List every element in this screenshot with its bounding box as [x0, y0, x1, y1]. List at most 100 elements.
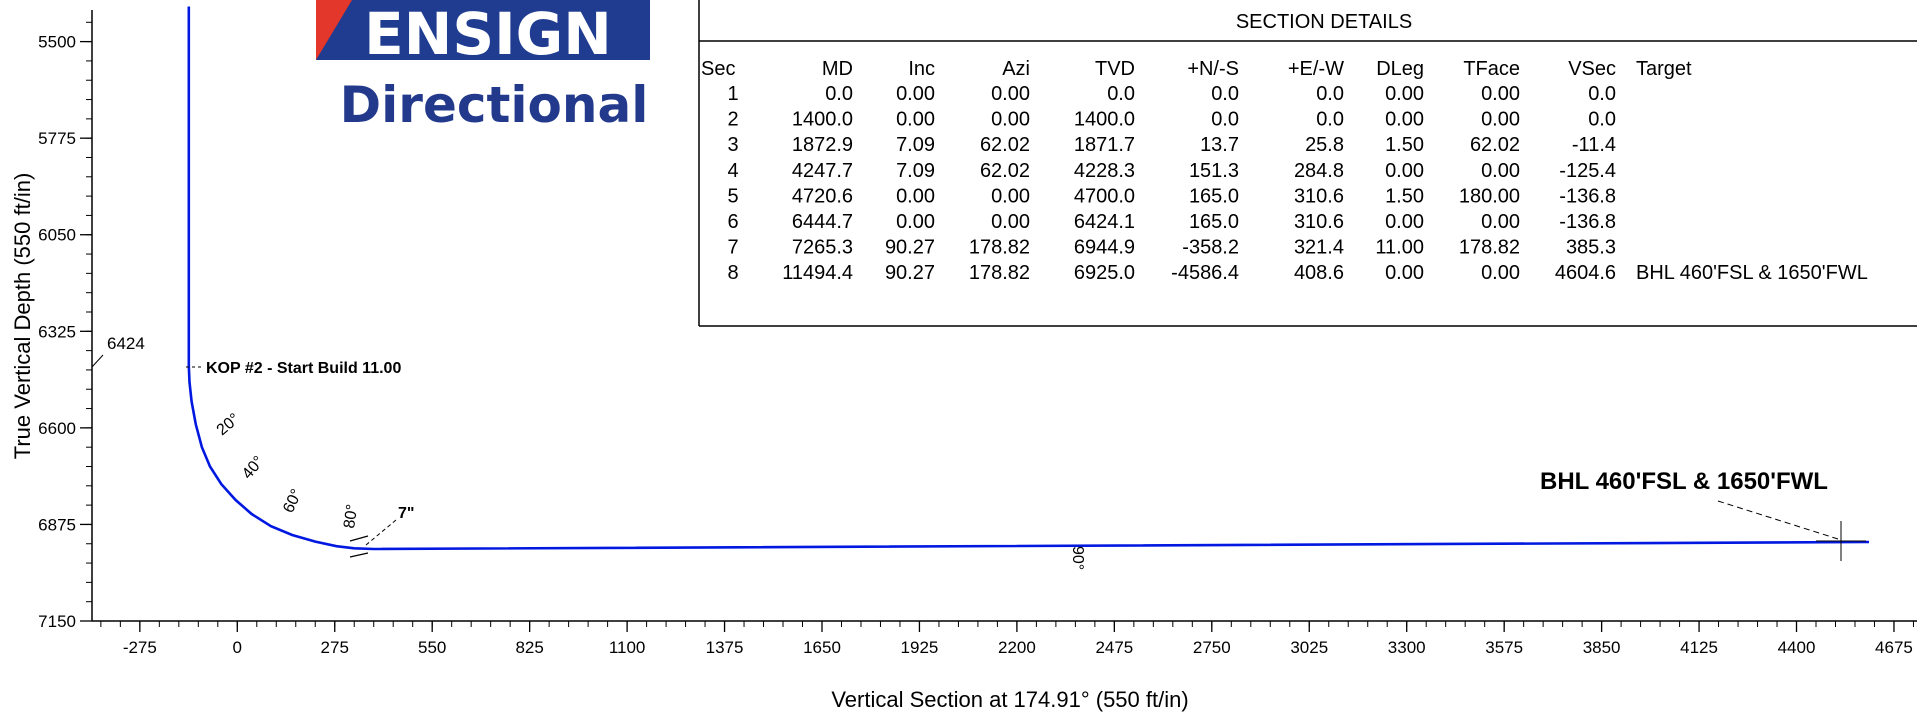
table-row: 2 1400.0 0.00 0.00 1400.0 0.0 0.0 0.00 0.00 0.0	[727, 109, 1616, 131]
well-path-line	[187, 6, 1870, 551]
table-cell: 6	[727, 211, 738, 233]
table-body: 1 0.0 0.00 0.00 0.0 0.0 0.0 0.00 0.00 0.0 2 1400.0 0…	[727, 83, 1867, 284]
table-cell: 0.00	[1385, 211, 1424, 233]
table-cell: -136.8	[1559, 185, 1616, 207]
table-cell: 13.7	[1200, 134, 1239, 156]
table-cell: 180.00	[1459, 185, 1520, 207]
table-header-cell: +N/-S	[1187, 58, 1239, 80]
table-cell: 0.00	[991, 83, 1030, 105]
table-header-cell: VSec	[1568, 58, 1616, 80]
table-row: 5 4720.6 0.00 0.00 4700.0 165.0 310.6 1.50 180.0…	[727, 185, 1616, 207]
table-cell: 0.00	[1481, 109, 1520, 131]
table-cell: 151.3	[1189, 160, 1239, 182]
kop-annotation: KOP #2 - Start Build 11.00	[186, 360, 401, 377]
section-details-table: SECTION DETAILS Sec MD Inc Azi TVD +N/-S +E/-W…	[698, 0, 1917, 327]
logo-directional-text: Directional	[340, 76, 649, 134]
table-cell: 62.02	[1470, 134, 1520, 156]
y-tick-label: 7150	[38, 612, 76, 631]
x-tick-label: -275	[123, 638, 157, 657]
table-cell: 0.00	[1385, 83, 1424, 105]
angle-label-20: 20°	[214, 410, 243, 439]
casing-shoe-line	[349, 535, 369, 542]
y-tick-label: 5775	[38, 129, 76, 148]
table-cell: 4604.6	[1555, 262, 1616, 284]
y-tick-label: 6050	[38, 226, 76, 245]
table-header-cell: TFace	[1463, 58, 1520, 80]
table-cell: 0.00	[991, 211, 1030, 233]
logo-red-triangle	[316, 0, 352, 60]
y-tick-label: 6875	[38, 515, 76, 534]
y-tick-label: 5500	[38, 33, 76, 52]
x-tick-label: 0	[233, 638, 242, 657]
table-cell: 284.8	[1294, 160, 1344, 182]
table-header-cell: Inc	[908, 58, 935, 80]
table-cell: -125.4	[1559, 160, 1616, 182]
x-tick-label: 3025	[1290, 638, 1328, 657]
angle-label-60: 60°	[280, 487, 306, 516]
table-cell: 165.0	[1189, 211, 1239, 233]
depth-marker-leader	[91, 354, 104, 368]
table-cell: 0.0	[825, 83, 853, 105]
x-tick-label: 3300	[1388, 638, 1426, 657]
casing-label: 7"	[398, 505, 414, 522]
kop-label: KOP #2 - Start Build 11.00	[206, 360, 401, 377]
x-axis-ticks: -275 0 275 550 825 1100 1375 1650 1925 2200 2475 27…	[100, 621, 1914, 657]
table-cell: 7	[727, 237, 738, 259]
table-cell: 0.00	[991, 109, 1030, 131]
table-row: 8 11494.4 90.27 178.82 6925.0 -4586.4 408.6 0.0…	[727, 262, 1867, 284]
table-cell: 2	[727, 109, 738, 131]
table-cell: 25.8	[1305, 134, 1344, 156]
table-cell: 0.00	[1385, 109, 1424, 131]
table-cell: 408.6	[1294, 262, 1344, 284]
table-cell: 0.00	[1481, 262, 1520, 284]
table-cell: 178.82	[969, 237, 1030, 259]
table-cell: 0.00	[1481, 83, 1520, 105]
table-cell: 1.50	[1385, 185, 1424, 207]
table-cell: 1871.7	[1074, 134, 1135, 156]
table-cell: 7265.3	[792, 237, 853, 259]
table-cell: 11.00	[1375, 237, 1424, 259]
casing-shoe-line	[349, 552, 369, 558]
table-cell: 0.00	[1481, 211, 1520, 233]
table-cell: 0.0	[1107, 83, 1135, 105]
casing-leader	[365, 519, 397, 546]
bhl-target: BHL 460'FSL & 1650'FWL	[1540, 468, 1866, 561]
table-cell: 62.02	[980, 134, 1030, 156]
table-cell: 0.00	[1385, 160, 1424, 182]
bhl-label: BHL 460'FSL & 1650'FWL	[1540, 468, 1828, 495]
x-tick-label: 275	[321, 638, 349, 657]
table-cell: 0.0	[1588, 83, 1616, 105]
table-row: 7 7265.3 90.27 178.82 6944.9 -358.2 321.4 11.00…	[727, 237, 1616, 259]
x-tick-label: 1650	[803, 638, 841, 657]
table-cell: 6424.1	[1074, 211, 1135, 233]
table-cell: 1	[727, 83, 738, 105]
table-header-row: Sec MD Inc Azi TVD +N/-S +E/-W DLeg TFace VSec Tar…	[701, 58, 1692, 80]
table-cell: 4228.3	[1074, 160, 1135, 182]
y-axis-ticks: 5500 5775 6050 6325 6600 6875 7150	[38, 21, 92, 631]
table-row: 4 4247.7 7.09 62.02 4228.3 151.3 284.8 0.00 0.00…	[727, 160, 1616, 182]
table-cell: 0.0	[1316, 83, 1344, 105]
table-cell: -4586.4	[1171, 262, 1239, 284]
table-header-cell: Target	[1636, 58, 1692, 80]
table-cell: 0.00	[1481, 160, 1520, 182]
x-tick-label: 2750	[1193, 638, 1231, 657]
angle-label-90: 90°	[1069, 546, 1086, 570]
table-cell: 4700.0	[1074, 185, 1135, 207]
table-cell: 11494.4	[782, 262, 853, 284]
table-row: 1 0.0 0.00 0.00 0.0 0.0 0.0 0.00 0.00 0.0	[727, 83, 1616, 105]
table-cell: 178.82	[1459, 237, 1520, 259]
table-cell: 5	[727, 185, 738, 207]
x-axis-title: Vertical Section at 174.91° (550 ft/in)	[831, 687, 1188, 712]
table-cell: -11.4	[1572, 134, 1616, 156]
x-tick-label: 1925	[901, 638, 939, 657]
x-tick-label: 1375	[706, 638, 744, 657]
x-tick-label: 3850	[1583, 638, 1621, 657]
table-cell: 0.00	[991, 185, 1030, 207]
table-cell: 1.50	[1385, 134, 1424, 156]
table-cell: 1400.0	[792, 109, 853, 131]
x-tick-label: 3575	[1485, 638, 1523, 657]
table-cell: 7.09	[896, 160, 935, 182]
table-cell: 321.4	[1294, 237, 1344, 259]
table-cell: 4720.6	[792, 185, 853, 207]
